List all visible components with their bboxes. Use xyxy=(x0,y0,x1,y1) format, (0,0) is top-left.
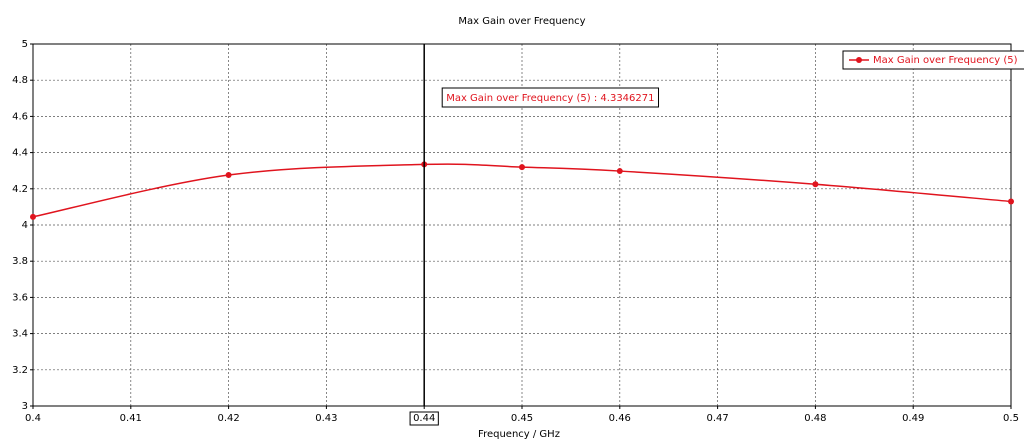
data-point xyxy=(519,164,525,171)
legend-label: Max Gain over Frequency (5) xyxy=(873,55,1018,66)
x-tick-label: 0.4 xyxy=(25,413,41,424)
x-tick-label: 0.41 xyxy=(120,413,142,424)
data-point xyxy=(225,172,232,179)
y-tick-label: 3.2 xyxy=(12,365,28,376)
x-tick-label: 0.48 xyxy=(804,413,826,424)
x-axis-label: Frequency / GHz xyxy=(478,429,560,440)
data-point xyxy=(1008,198,1014,205)
x-tick-label: 0.5 xyxy=(1003,413,1019,424)
data-point xyxy=(812,181,819,188)
x-tick-label: 0.49 xyxy=(902,413,924,424)
y-tick-label: 4.4 xyxy=(12,148,28,159)
y-tick-label: 4.2 xyxy=(12,184,28,195)
y-tick-label: 4.6 xyxy=(12,111,28,122)
marker-tick-box xyxy=(409,411,439,426)
data-point xyxy=(30,213,36,220)
y-tick-label: 4 xyxy=(22,220,28,231)
y-tick-label: 5 xyxy=(22,39,28,50)
x-tick-label: 0.43 xyxy=(315,413,337,424)
data-point xyxy=(616,168,623,175)
annotation: Max Gain over Frequency (5) : 4.3346271 xyxy=(446,93,654,104)
x-tick-label: 0.42 xyxy=(217,413,239,424)
y-tick-label: 4.8 xyxy=(12,75,28,86)
legend-marker xyxy=(856,57,862,63)
x-tick-label: 0.46 xyxy=(609,413,631,424)
legend-box xyxy=(842,50,1024,70)
annotation-box xyxy=(441,87,660,108)
y-tick-label: 3.6 xyxy=(12,292,28,303)
x-tick-label: 0.44 xyxy=(413,413,435,424)
chart-title: Max Gain over Frequency xyxy=(458,16,585,27)
y-tick-label: 3.8 xyxy=(12,256,28,267)
y-tick-label: 3.4 xyxy=(12,329,28,340)
x-tick-label: 0.45 xyxy=(511,413,533,424)
x-tick-label: 0.47 xyxy=(706,413,728,424)
y-tick-label: 3 xyxy=(22,401,28,412)
plot-frame xyxy=(32,43,1012,407)
